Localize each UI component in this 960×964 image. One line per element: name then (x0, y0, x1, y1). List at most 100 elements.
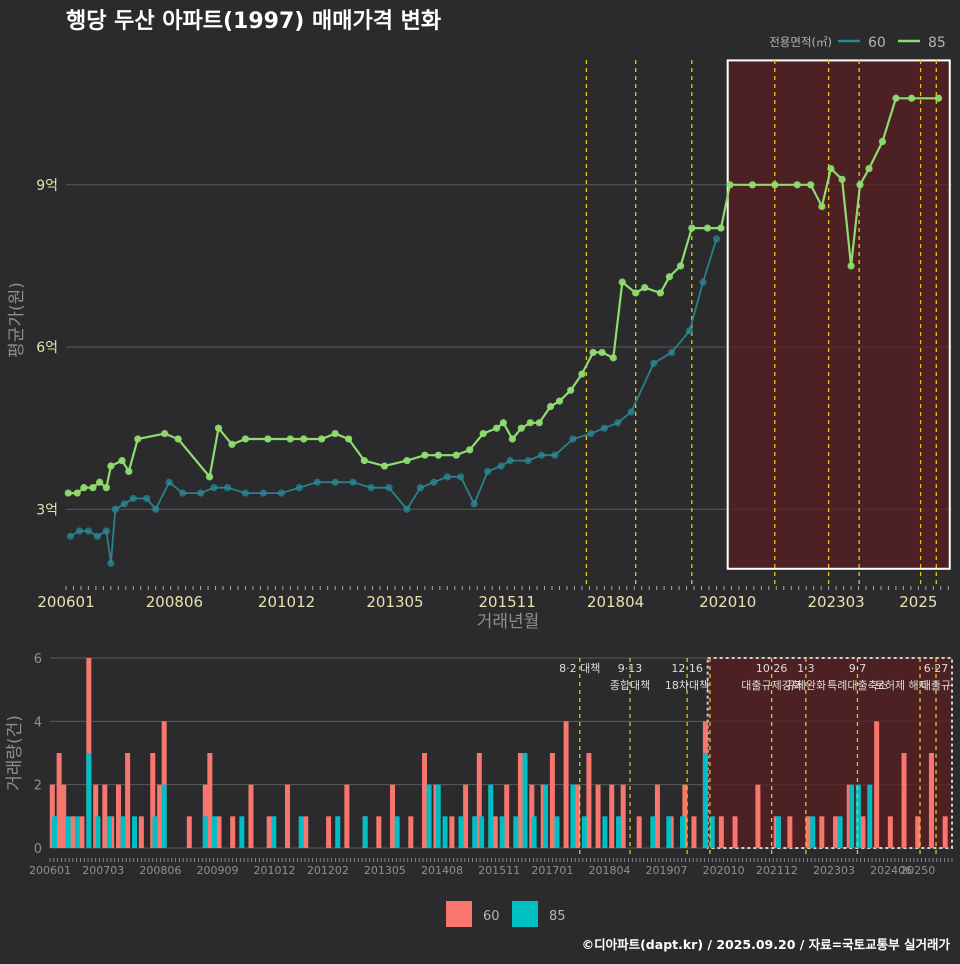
point-85-2 (80, 484, 88, 492)
point-60-26 (416, 484, 424, 492)
point-60-10 (152, 505, 160, 513)
point-60-11 (165, 478, 173, 486)
y-tick-label-1: 6억 (36, 340, 58, 356)
bar-60-27 (376, 816, 382, 848)
bar-x-tick-label-8: 201511 (478, 864, 520, 877)
point-85-30 (493, 424, 501, 432)
point-85-39 (578, 370, 586, 378)
bar-60-33 (463, 784, 469, 848)
bar-60-18 (216, 816, 222, 848)
point-60-29 (457, 473, 465, 481)
bar-60-24 (326, 816, 332, 848)
point-60-32 (497, 462, 505, 470)
bar-85-0 (52, 816, 58, 848)
bar-x-tick-label-5: 201202 (307, 864, 349, 877)
bar-60-53 (718, 816, 724, 848)
bar-85-33 (602, 816, 608, 848)
bar-x-tick-label-3: 200909 (196, 864, 238, 877)
point-85-64 (892, 94, 900, 102)
point-85-26 (434, 451, 442, 459)
point-85-65 (908, 94, 916, 102)
bar-60-21 (266, 816, 272, 848)
point-85-16 (264, 435, 272, 443)
x-minor-ticks (65, 586, 949, 590)
point-60-5 (107, 559, 115, 567)
point-60-27 (430, 478, 438, 486)
bar-x-tick-label-10: 201804 (588, 864, 630, 877)
bar-85-23 (479, 816, 485, 848)
point-85-66 (934, 94, 943, 102)
point-85-25 (421, 451, 429, 459)
bar-60-29 (408, 816, 414, 848)
bar-60-59 (819, 816, 825, 848)
point-60-0 (66, 532, 75, 540)
bar-60-22 (284, 784, 290, 848)
bar-x-tick-label-2: 200806 (139, 864, 181, 877)
point-60-20 (313, 478, 321, 486)
annotation-date-3: 10·26 (756, 662, 788, 675)
bar-85-9 (161, 784, 167, 848)
bar-85-21 (458, 816, 464, 848)
point-60-34 (524, 457, 532, 465)
bar-legend-swatch-85 (512, 901, 538, 927)
point-85-36 (546, 402, 555, 411)
annotation-label-3: 대출규제강화 (741, 679, 802, 692)
point-85-24 (403, 457, 411, 465)
point-85-44 (632, 289, 640, 297)
bar-legend-swatch-60 (446, 901, 472, 927)
bar-60-9 (116, 784, 122, 848)
point-85-15 (241, 435, 250, 443)
bar-60-3 (70, 816, 76, 848)
point-85-1 (73, 489, 81, 497)
point-60-38 (587, 429, 595, 438)
x-tick-label-5: 201804 (587, 593, 644, 611)
annotation-label-6: 토허제 해제 (875, 678, 929, 692)
point-60-28 (443, 473, 451, 481)
point-85-59 (838, 175, 846, 183)
annotation-label-1: 종합대책 (610, 679, 650, 692)
point-60-13 (196, 489, 205, 497)
bar-60-2 (61, 784, 67, 848)
bar-60-45 (609, 784, 615, 848)
bar-60-42 (574, 784, 580, 848)
point-85-61 (856, 181, 864, 189)
point-60-8 (129, 494, 137, 503)
point-85-47 (665, 273, 673, 281)
bar-60-47 (636, 816, 642, 848)
point-60-6 (111, 505, 119, 513)
bar-60-11 (138, 816, 144, 848)
point-60-35 (537, 451, 546, 459)
point-85-20 (331, 429, 339, 438)
bar-85-32 (581, 816, 587, 848)
point-85-52 (726, 181, 734, 189)
legend: 전용면적(㎡) 60 85 (769, 35, 946, 51)
bar-85-43 (849, 784, 855, 848)
bar-60-25 (344, 784, 350, 848)
bar-legend: 60 85 (446, 901, 566, 927)
bar-60-17 (207, 753, 213, 848)
bar-y-tick-label-0: 0 (34, 842, 42, 857)
bar-85-12 (239, 816, 245, 848)
point-85-57 (818, 202, 826, 211)
bar-85-34 (616, 816, 622, 848)
bar-85-6 (120, 816, 126, 848)
bar-85-22 (472, 816, 478, 848)
bar-85-26 (513, 816, 519, 848)
point-85-22 (360, 457, 368, 465)
bar-85-14 (298, 816, 304, 848)
annotation-date-0: 8·2 대책 (559, 662, 600, 675)
x-tick-label-7: 202303 (807, 593, 864, 611)
chart-footer: ©디아파트(dapt.kr) / 2025.09.20 / 자료=국토교통부 실… (582, 937, 951, 952)
bar-y-axis-label: 거래량(건) (5, 715, 25, 791)
bar-60-19 (230, 816, 236, 848)
point-85-12 (205, 473, 214, 481)
point-85-23 (380, 462, 389, 470)
bar-60-68 (942, 816, 948, 848)
point-60-12 (179, 489, 187, 497)
point-85-58 (827, 164, 835, 173)
bar-x-tick-label-6: 201305 (364, 864, 406, 877)
point-60-39 (600, 424, 608, 432)
point-85-28 (466, 446, 474, 454)
bar-legend-label-60: 60 (483, 909, 500, 924)
